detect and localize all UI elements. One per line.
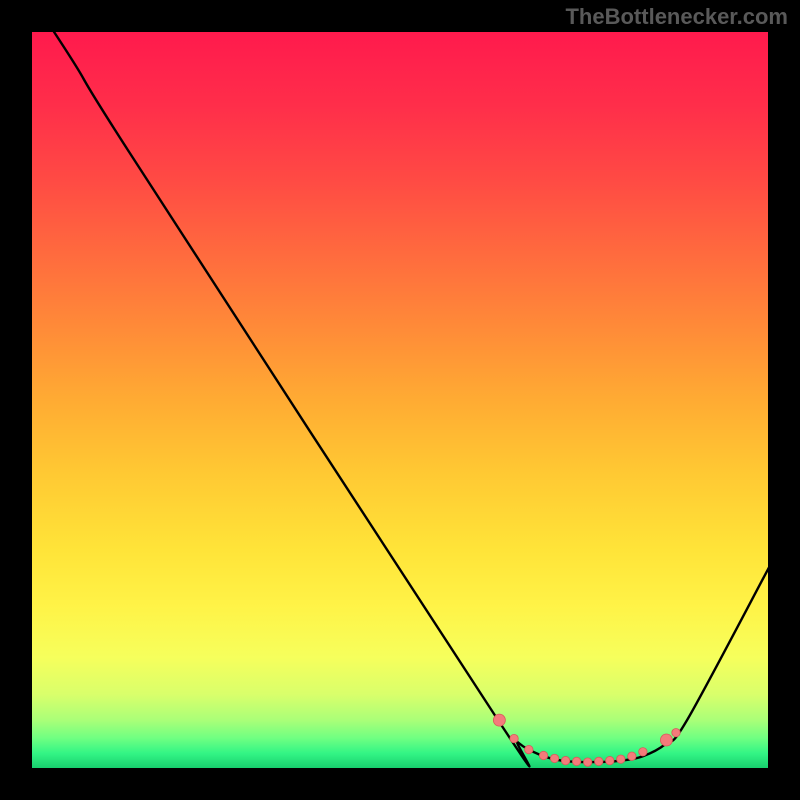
chart-plot-area bbox=[32, 32, 768, 768]
chart-overlay-svg bbox=[32, 32, 768, 768]
curve-marker bbox=[672, 728, 680, 736]
curve-marker bbox=[550, 754, 558, 762]
curve-marker bbox=[539, 751, 547, 759]
bottleneck-curve bbox=[54, 32, 768, 766]
curve-marker bbox=[572, 757, 580, 765]
curve-marker bbox=[595, 757, 603, 765]
curve-marker bbox=[583, 758, 591, 766]
curve-marker bbox=[606, 756, 614, 764]
curve-marker bbox=[628, 752, 636, 760]
curve-marker bbox=[617, 755, 625, 763]
curve-marker bbox=[639, 748, 647, 756]
curve-marker bbox=[493, 714, 505, 726]
curve-marker bbox=[510, 734, 518, 742]
curve-marker bbox=[561, 756, 569, 764]
curve-marker bbox=[660, 734, 672, 746]
watermark-text: TheBottlenecker.com bbox=[565, 4, 788, 30]
curve-marker bbox=[525, 745, 533, 753]
